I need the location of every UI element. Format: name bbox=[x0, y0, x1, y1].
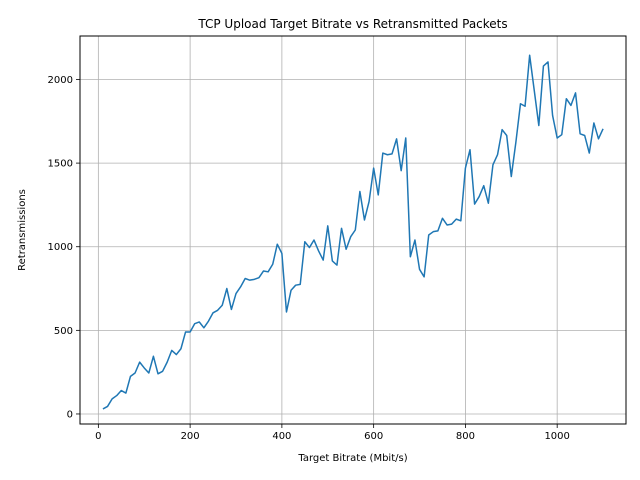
y-axis-label: Retransmissions bbox=[17, 189, 28, 271]
x-tick-label: 400 bbox=[272, 431, 291, 442]
x-tick-label: 200 bbox=[181, 431, 200, 442]
grid-lines bbox=[80, 36, 626, 424]
x-tick-label: 1000 bbox=[544, 431, 569, 442]
y-tick-label: 500 bbox=[54, 326, 73, 337]
data-series bbox=[102, 54, 604, 410]
axis-ticks: 0 200 400 600 800 1000 0 500 1000 1500 2000 bbox=[48, 75, 570, 442]
x-tick-label: 600 bbox=[364, 431, 383, 442]
series-line bbox=[102, 54, 604, 410]
plot-frame bbox=[79, 35, 627, 425]
chart-title: TCP Upload Target Bitrate vs Retransmitt… bbox=[197, 17, 507, 31]
y-tick-label: 1500 bbox=[48, 159, 73, 170]
x-axis-label: Target Bitrate (Mbit/s) bbox=[297, 453, 407, 464]
y-tick-label: 1000 bbox=[48, 242, 73, 253]
x-tick-label: 800 bbox=[456, 431, 475, 442]
y-tick-label: 0 bbox=[67, 409, 73, 420]
y-tick-label: 2000 bbox=[48, 75, 73, 86]
x-tick-label: 0 bbox=[95, 431, 101, 442]
